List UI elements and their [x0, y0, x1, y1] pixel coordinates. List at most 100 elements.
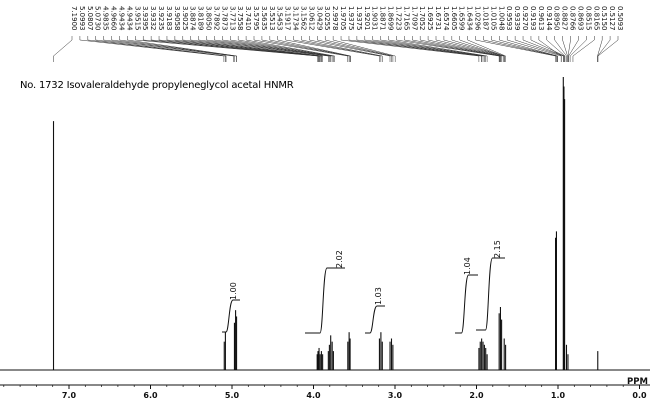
peak-shift-label: 3.8050: [205, 6, 213, 31]
peak-shift-label: 0.8950: [553, 6, 561, 31]
peak-shift-label: 0.9339: [513, 6, 521, 31]
peak-shift-label: 3.8189: [197, 6, 205, 31]
integral-label: 1.04: [463, 257, 472, 275]
peak-leader-line: [412, 36, 501, 62]
peak-shift-label: 1.9375: [347, 6, 355, 31]
peak-shift-label: 3.9058: [173, 6, 181, 31]
peak-leader-line: [567, 36, 571, 62]
peak-shift-label: 3.9515: [133, 6, 141, 31]
peak-shift-label: 1.8699: [387, 6, 395, 31]
peak-shift-label: 0.9613: [537, 6, 545, 31]
x-tick-label: 1.0: [551, 391, 566, 400]
x-tick-label: 2.0: [469, 391, 484, 400]
peak-leader-line: [597, 36, 611, 62]
peak-leader-line: [491, 36, 558, 62]
peak-leader-line: [538, 36, 562, 62]
peak-shift-label: 3.9025: [181, 6, 189, 31]
peak-shift-label: 0.8827: [561, 6, 569, 31]
peak-shift-label: 3.5795: [252, 6, 260, 31]
peak-leader-line: [396, 36, 500, 62]
x-axis: .07.06.05.04.03.02.01.00.0: [0, 384, 650, 400]
integral-curve: [305, 267, 345, 334]
peak-leader-line: [522, 36, 565, 62]
peak-shift-label: 3.7558: [236, 6, 244, 31]
peak-leader-line: [572, 36, 595, 62]
peak-leader-line: [301, 36, 383, 62]
x-tick-label: 5.0: [225, 391, 240, 400]
peak-shift-label: 3.0429: [315, 6, 323, 31]
peak-shift-label: 7.1900: [70, 6, 78, 31]
integral-label: 2.15: [493, 240, 502, 258]
peak-shift-label: 5.0730: [94, 6, 102, 31]
peak-leader-line: [245, 36, 335, 62]
peak-leader-line: [198, 36, 329, 62]
peak-shift-label: 1.6574: [442, 6, 450, 31]
peak-shift-label: 5.0807: [86, 6, 94, 31]
peak-shift-label: 0.9593: [505, 6, 513, 31]
peak-shift-label: 0.9144: [545, 6, 553, 31]
peak-leader-line: [388, 36, 488, 62]
peak-shift-label: 0.5150: [600, 6, 608, 31]
peak-leader-line: [277, 36, 351, 62]
peak-leader-line: [459, 36, 505, 62]
peak-leader-line: [419, 36, 501, 62]
chart-title: No. 1732 Isovaleraldehyde propyleneglyco…: [20, 80, 294, 91]
integral-label: 1.03: [374, 287, 383, 305]
peak-leader-line: [222, 36, 332, 62]
peak-shift-label: 1.0187: [481, 6, 489, 31]
peak-leader-line: [324, 36, 394, 62]
peak-leader-line: [285, 36, 380, 62]
integral-curve: [365, 305, 385, 334]
peak-shift-label: 4.9434: [125, 6, 133, 31]
x-axis-label: PPM: [627, 377, 648, 387]
peak-shift-label: 1.7097: [410, 6, 418, 31]
peak-shift-label: 3.0255: [323, 6, 331, 31]
peak-leader-line: [499, 36, 558, 62]
peak-leader-line: [546, 36, 566, 62]
peak-leader-line: [467, 36, 506, 62]
peak-shift-label: 1.9375: [355, 6, 363, 31]
peak-shift-label: 1.6605: [450, 6, 458, 31]
integral-label: 1.00: [229, 282, 238, 300]
peak-shift-label: 4.9434: [117, 6, 125, 31]
peak-shift-label: 3.1562: [299, 6, 307, 31]
peak-shift-label: 3.0612: [307, 6, 315, 31]
peak-leader-line: [372, 36, 485, 62]
peak-leader-line: [95, 36, 227, 62]
peak-shift-label: 1.6434: [466, 6, 474, 31]
peak-shift-label: 3.5513: [268, 6, 276, 31]
peak-leader-line: [269, 36, 351, 62]
peak-leader-line: [182, 36, 322, 62]
peak-shift-label: 1.9201: [363, 6, 371, 31]
peak-shift-label: 0.5127: [608, 6, 616, 31]
peak-leader-line: [237, 36, 334, 62]
peak-leader-line: [356, 36, 482, 62]
peak-shift-label: 0.8693: [576, 6, 584, 31]
peak-shift-label: 3.1734: [292, 6, 300, 31]
peak-shift-label: 1.7165: [402, 6, 410, 31]
peak-shift-label: 0.5093: [616, 6, 624, 31]
peak-shift-label: 3.9395: [141, 6, 149, 31]
peak-shift-label: 1.6925: [426, 6, 434, 31]
peak-leader-line: [103, 36, 234, 62]
peak-shift-label: 0.8165: [592, 6, 600, 31]
peak-list-labels: 7.1900 5.0993 5.0807 5.0730 4.9835 4.9660 4.94…: [70, 6, 624, 31]
peak-leader-line: [530, 36, 565, 62]
peak-shift-label: 3.1917: [284, 6, 292, 31]
peak-leader-line: [111, 36, 236, 62]
spectrum-trace: [0, 77, 650, 371]
peak-shift-label: 3.9183: [165, 6, 173, 31]
peak-shift-label: 0.8766: [569, 6, 577, 31]
peak-leader-line: [309, 36, 391, 62]
peak-leader-line: [475, 36, 556, 62]
peak-leader-line: [483, 36, 557, 62]
peak-leader-line: [174, 36, 322, 62]
peak-leader-line: [150, 36, 320, 62]
x-tick-label: 3.0: [388, 391, 403, 400]
peak-shift-label: 3.7892: [212, 6, 220, 31]
integral-curve: [222, 299, 240, 333]
peak-leader-line: [190, 36, 323, 62]
peak-shift-label: 5.0993: [78, 6, 86, 31]
integral-curve: [455, 274, 478, 334]
